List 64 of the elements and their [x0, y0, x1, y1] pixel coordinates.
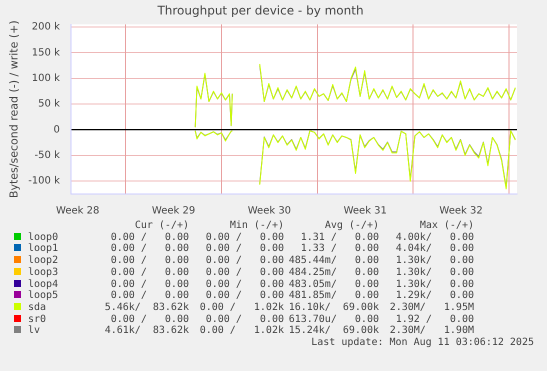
text: Last update: Mon Aug 11 03:06:12 2025 [310, 337, 534, 349]
legend-label: sda [27, 302, 48, 314]
text: 4.04k/ 0.00 [394, 243, 474, 255]
text: 1.30k/ 0.00 [394, 266, 474, 279]
text: 0.00 / 0.00 [204, 255, 284, 267]
text: 0.00 / 0.00 [204, 243, 284, 256]
text: 4.00k/ 0.00 [394, 232, 474, 243]
text: 0.00 / 0.00 [110, 314, 189, 325]
text: 484.25m/ 0.00 [288, 266, 379, 279]
y-tick-label: 100 k [32, 72, 60, 84]
legend-label: loop1 [27, 243, 60, 255]
y-tick-label: 0 [53, 124, 60, 136]
legend-label: lv [27, 325, 42, 338]
text: 485.44m/ 0.00 [288, 255, 379, 267]
text: 0.00 / 0.00 [110, 290, 189, 302]
x-tick-label: Week 30 [248, 206, 292, 217]
text: 1.30k/ 0.00 [394, 255, 474, 267]
text: 481.85m/ 0.00 [288, 290, 379, 302]
legend-label: loop0 [27, 232, 60, 243]
text: 0.00 / 0.00 [110, 278, 189, 290]
y-tick-label: 200 k [32, 22, 60, 33]
text: 483.05m/ 0.00 [288, 278, 379, 290]
text: Min (-/+) [228, 220, 284, 232]
text: 1.33 / 0.00 [300, 243, 379, 256]
text: 0.00 / 0.00 [204, 266, 284, 279]
text: 0.00 / 1.02k [198, 302, 284, 314]
text: 1.29k/ 0.00 [394, 290, 474, 302]
text: 0.00 / 0.00 [110, 232, 189, 244]
text: 1.31 / 0.00 [300, 232, 379, 244]
y-tick-label: 50 k [38, 98, 60, 110]
text: 0.00 / 0.00 [110, 266, 189, 279]
text: 0.00 / 0.00 [204, 278, 284, 290]
text: 0.00 / 0.00 [110, 255, 189, 267]
legend-label: loop2 [27, 255, 60, 267]
text: Avg (-/+) [324, 220, 379, 232]
text: 2.30M/ 1.95M [388, 302, 474, 314]
text: Max (-/+) [418, 220, 474, 232]
x-tick-label: Week 29 [152, 206, 196, 217]
text: 0.00 / 0.00 [204, 290, 284, 302]
text: 1.92 / 0.00 [394, 314, 474, 326]
y-tick-label: -100 k [28, 176, 60, 187]
y-axis-title: Bytes/second read (-) / write (+) [7, 20, 20, 198]
text: 0.00 / 0.00 [204, 232, 284, 244]
legend-label: loop5 [27, 290, 60, 302]
text: 1.30k/ 0.00 [394, 278, 474, 290]
legend-label: loop4 [27, 278, 60, 290]
x-tick-label: Week 32 [439, 206, 483, 217]
x-tick-label: Week 28 [56, 206, 100, 217]
chart-title: Throughput per device - by month [156, 3, 364, 18]
y-tick-label: -50 k [34, 150, 60, 162]
text: 0.00 / 0.00 [110, 243, 189, 256]
text: 0.00 / 1.02k [198, 325, 284, 338]
x-tick-label: Week 31 [344, 206, 387, 217]
text: 2.30M/ 1.90M [388, 325, 474, 338]
text: 4.61k/ 83.62k [104, 325, 189, 338]
text: 613.70u/ 0.00 [288, 314, 379, 325]
y-tick-label: 150 k [32, 47, 60, 58]
legend-label: sr0 [27, 314, 48, 325]
text: 5.46k/ 83.62k [104, 302, 189, 314]
text: 0.00 / 0.00 [204, 314, 284, 325]
legend-label: loop3 [27, 266, 60, 279]
text: 15.24k/ 69.00k [288, 325, 379, 337]
text: Cur (-/+) [134, 220, 189, 232]
text: 16.10k/ 69.00k [288, 302, 379, 314]
